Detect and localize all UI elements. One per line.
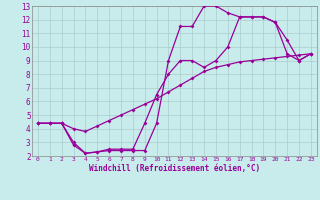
X-axis label: Windchill (Refroidissement éolien,°C): Windchill (Refroidissement éolien,°C)	[89, 164, 260, 173]
